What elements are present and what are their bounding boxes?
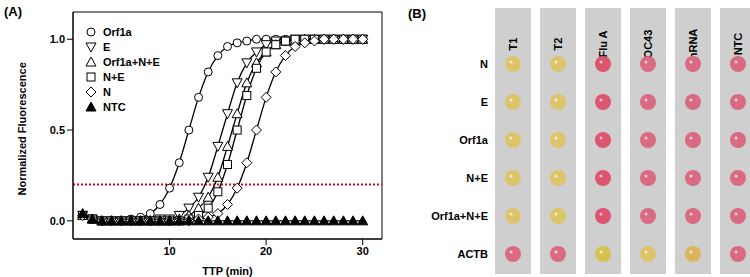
svg-text:NTC: NTC — [732, 33, 744, 56]
html-text:Orf1a: Orf1a — [103, 25, 132, 38]
svg-text:Normalized Fluorescence: Normalized Fluorescence — [16, 62, 28, 195]
html-text:NTC: NTC — [103, 100, 126, 113]
svg-text:0.5: 0.5 — [50, 124, 65, 136]
svg-text:Orf1a: Orf1a — [459, 134, 489, 146]
html-text:N+E: N+E — [103, 70, 125, 83]
svg-text:10: 10 — [163, 245, 175, 257]
svg-text:T2: T2 — [552, 38, 564, 51]
svg-text:OC43: OC43 — [642, 30, 654, 59]
html-text:Orf1a+N+E: Orf1a+N+E — [103, 55, 160, 68]
svg-text:N: N — [480, 58, 488, 70]
svg-text:(B): (B) — [408, 6, 426, 21]
svg-text:TTP (min): TTP (min) — [202, 265, 253, 277]
svg-text:T1: T1 — [507, 38, 519, 51]
svg-text:30: 30 — [357, 245, 369, 257]
svg-text:N+E: N+E — [466, 172, 488, 184]
svg-text:0.0: 0.0 — [50, 215, 65, 227]
html-text:E: E — [103, 40, 111, 53]
svg-text:Orf1a+N+E: Orf1a+N+E — [431, 210, 488, 222]
svg-text:E: E — [481, 96, 488, 108]
svg-text:Flu A: Flu A — [597, 30, 609, 57]
svg-text:hRNA: hRNA — [687, 29, 699, 60]
svg-text:20: 20 — [260, 245, 272, 257]
html-text:(A): (A) — [4, 4, 22, 19]
html-text:N: N — [103, 85, 111, 98]
svg-text:1.0: 1.0 — [50, 33, 65, 45]
svg-text:ACTB: ACTB — [457, 248, 488, 260]
